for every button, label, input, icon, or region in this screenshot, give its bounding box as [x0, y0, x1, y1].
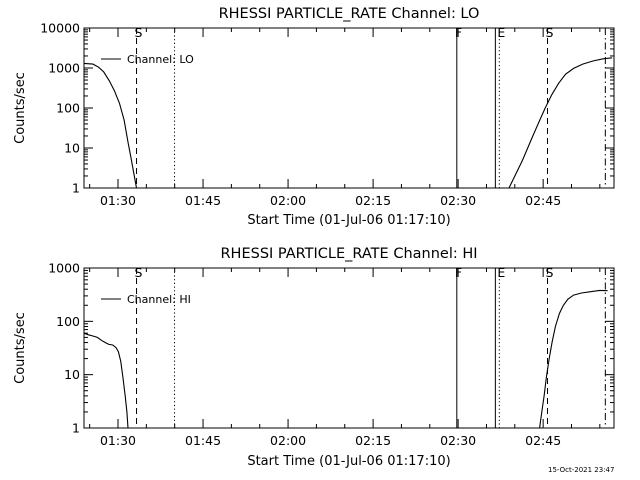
chart-title: RHESSI PARTICLE_RATE Channel: LO — [219, 6, 480, 22]
x-tick-label: 01:45 — [185, 433, 221, 448]
x-axis-label: Start Time (01-Jul-06 01:17:10) — [247, 454, 450, 469]
event-marker-label: E — [497, 25, 505, 40]
footer-timestamp: 15-Oct-2021 23:47 — [548, 466, 615, 474]
y-tick-label: 10 — [64, 141, 80, 156]
y-tick-label: 10000 — [40, 21, 80, 36]
event-marker-label: F — [455, 265, 462, 280]
x-tick-label: 01:30 — [100, 193, 136, 208]
y-tick-label: 1000 — [48, 61, 80, 76]
y-tick-label: 100 — [56, 101, 80, 116]
event-marker-label: E — [497, 265, 505, 280]
x-tick-label: 02:00 — [270, 433, 306, 448]
y-tick-label: 100 — [56, 314, 80, 329]
event-marker-label: F — [455, 25, 462, 40]
plot-frame — [83, 267, 615, 429]
chart-panel-2: RHESSI PARTICLE_RATE Channel: HI 01:30 01:… — [13, 246, 615, 469]
x-tick-label: 02:15 — [355, 193, 391, 208]
x-tick-label: 02:15 — [355, 433, 391, 448]
x-axis-label: Start Time (01-Jul-06 01:17:10) — [247, 213, 450, 228]
event-marker-label: S — [546, 25, 554, 40]
y-axis-label: Counts/sec — [13, 312, 28, 384]
legend-label: Channel: LO — [127, 53, 194, 66]
event-marker-label: S — [135, 265, 143, 280]
x-tick-label: 02:30 — [440, 193, 476, 208]
series-line — [508, 57, 613, 189]
series-line — [83, 62, 138, 189]
x-tick-label: 02:00 — [270, 193, 306, 208]
plot-frame — [83, 27, 615, 189]
x-tick-label: 02:30 — [440, 433, 476, 448]
event-marker-label: S — [546, 265, 554, 280]
y-tick-label: 10 — [64, 367, 80, 382]
legend-label: Channel: HI — [127, 293, 191, 306]
chart-panel-1: RHESSI PARTICLE_RATE Channel: LO 01:30 01:… — [13, 6, 615, 228]
x-tick-label: 01:30 — [100, 433, 136, 448]
y-axis-label: Counts/sec — [13, 72, 28, 144]
x-tick-label: 01:45 — [185, 193, 221, 208]
series-line — [539, 289, 608, 429]
y-tick-label: 1 — [72, 421, 80, 436]
event-marker-label: S — [135, 25, 143, 40]
y-tick-label: 1 — [72, 181, 80, 196]
series-line — [83, 332, 129, 429]
chart-title: RHESSI PARTICLE_RATE Channel: HI — [220, 246, 477, 262]
y-tick-label: 1000 — [48, 261, 80, 276]
x-tick-label: 02:45 — [525, 433, 561, 448]
x-tick-label: 02:45 — [525, 193, 561, 208]
